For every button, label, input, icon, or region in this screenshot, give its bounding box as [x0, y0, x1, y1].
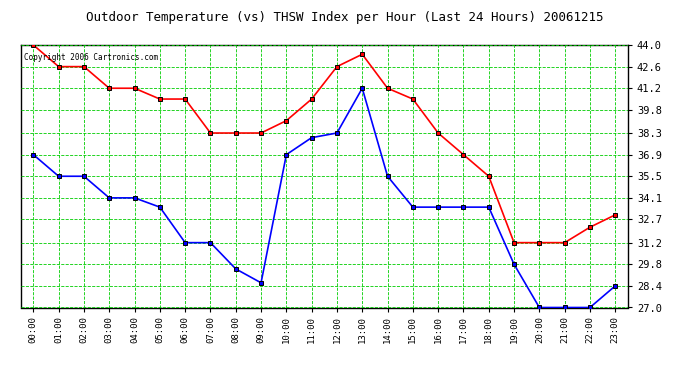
- Text: Copyright 2006 Cartronics.com: Copyright 2006 Cartronics.com: [23, 53, 158, 62]
- Text: Outdoor Temperature (vs) THSW Index per Hour (Last 24 Hours) 20061215: Outdoor Temperature (vs) THSW Index per …: [86, 11, 604, 24]
